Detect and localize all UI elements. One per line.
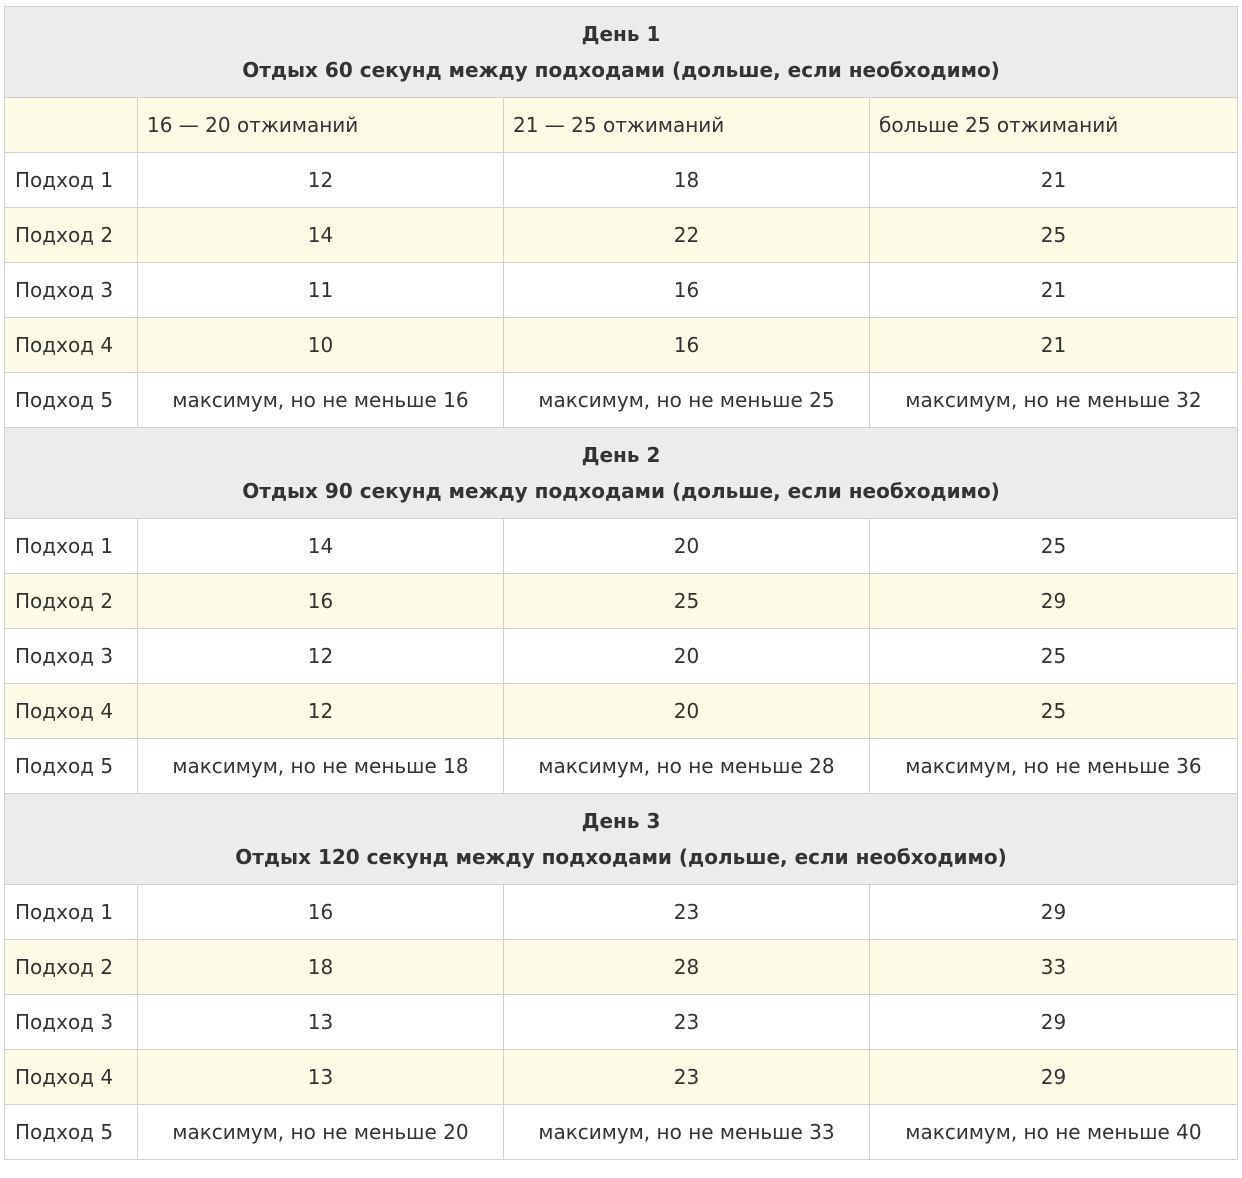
rep-cell: максимум, но не меньше 20 <box>137 1104 504 1160</box>
set-row: Подход 3 13 23 29 <box>4 994 1239 1050</box>
rep-cell: 28 <box>503 939 870 995</box>
set-row: Подход 5 максимум, но не меньше 18 максиму… <box>4 738 1239 794</box>
set-label: Подход 4 <box>4 1049 138 1105</box>
set-label: Подход 5 <box>4 738 138 794</box>
set-row: Подход 3 12 20 25 <box>4 628 1239 684</box>
set-row: Подход 2 16 25 29 <box>4 573 1239 629</box>
table-body: День 1 Отдых 60 секунд между подходами (д… <box>3 6 1239 1160</box>
set-label: Подход 2 <box>4 207 138 263</box>
set-label: Подход 5 <box>4 372 138 428</box>
set-row: Подход 1 14 20 25 <box>4 518 1239 574</box>
day-header-row: День 1 Отдых 60 секунд между подходами (д… <box>3 6 1239 98</box>
rep-cell: 25 <box>868 683 1239 739</box>
day-header: День 3 Отдых 120 секунд между подходами (… <box>3 793 1239 885</box>
rep-cell: максимум, но не меньше 28 <box>503 738 870 794</box>
day-header-row: День 3 Отдых 120 секунд между подходами (… <box>3 793 1239 885</box>
rep-cell: 29 <box>868 884 1239 940</box>
rep-cell: 14 <box>137 207 504 263</box>
set-label: Подход 3 <box>4 262 138 318</box>
rep-cell: 29 <box>868 1049 1239 1105</box>
day-header-row: День 2 Отдых 90 секунд между подходами (д… <box>3 427 1239 519</box>
empty-cell <box>4 97 138 153</box>
rep-cell: 25 <box>868 518 1239 574</box>
rep-cell: максимум, но не меньше 18 <box>137 738 504 794</box>
rep-cell: максимум, но не меньше 40 <box>868 1104 1239 1160</box>
column-header: 21 — 25 отжиманий <box>503 97 870 153</box>
set-row: Подход 1 12 18 21 <box>4 152 1239 208</box>
rep-cell: 10 <box>137 317 504 373</box>
set-row: Подход 3 11 16 21 <box>4 262 1239 318</box>
day-subtitle: Отдых 60 секунд между подходами (дольше,… <box>242 58 1000 82</box>
rep-cell: максимум, но не меньше 36 <box>868 738 1239 794</box>
set-label: Подход 2 <box>4 573 138 629</box>
rep-cell: 18 <box>503 152 870 208</box>
rep-cell: 14 <box>137 518 504 574</box>
rep-cell: 13 <box>137 1049 504 1105</box>
set-label: Подход 1 <box>4 152 138 208</box>
set-row: Подход 5 максимум, но не меньше 16 максиму… <box>4 372 1239 428</box>
rep-cell: 25 <box>868 207 1239 263</box>
rep-cell: 23 <box>503 994 870 1050</box>
set-label: Подход 2 <box>4 939 138 995</box>
rep-cell: максимум, но не меньше 33 <box>503 1104 870 1160</box>
rep-cell: 12 <box>137 152 504 208</box>
day-title: День 2 <box>581 443 661 467</box>
set-row: Подход 4 13 23 29 <box>4 1049 1239 1105</box>
day-header: День 2 Отдых 90 секунд между подходами (д… <box>3 427 1239 519</box>
rep-cell: 12 <box>137 628 504 684</box>
column-header: больше 25 отжиманий <box>868 97 1239 153</box>
column-header: 16 — 20 отжиманий <box>137 97 504 153</box>
rep-cell: 16 <box>137 573 504 629</box>
rep-cell: 16 <box>503 262 870 318</box>
set-label: Подход 1 <box>4 518 138 574</box>
set-row: Подход 1 16 23 29 <box>4 884 1239 940</box>
rep-cell: 21 <box>868 262 1239 318</box>
rep-cell: 18 <box>137 939 504 995</box>
rep-cell: 23 <box>503 1049 870 1105</box>
rep-cell: 21 <box>868 152 1239 208</box>
rep-cell: 21 <box>868 317 1239 373</box>
set-row: Подход 2 14 22 25 <box>4 207 1239 263</box>
workout-table: День 1 Отдых 60 секунд между подходами (д… <box>3 6 1239 1160</box>
set-label: Подход 5 <box>4 1104 138 1160</box>
set-row: Подход 2 18 28 33 <box>4 939 1239 995</box>
day-subtitle: Отдых 90 секунд между подходами (дольше,… <box>242 479 1000 503</box>
column-header-row: 16 — 20 отжиманий 21 — 25 отжиманий больше… <box>4 97 1239 153</box>
set-label: Подход 4 <box>4 683 138 739</box>
rep-cell: 20 <box>503 628 870 684</box>
rep-cell: 33 <box>868 939 1239 995</box>
day-header: День 1 Отдых 60 секунд между подходами (д… <box>3 6 1239 98</box>
rep-cell: максимум, но не меньше 32 <box>868 372 1239 428</box>
rep-cell: 13 <box>137 994 504 1050</box>
set-label: Подход 4 <box>4 317 138 373</box>
rep-cell: 12 <box>137 683 504 739</box>
rep-cell: 25 <box>868 628 1239 684</box>
rep-cell: 22 <box>503 207 870 263</box>
day-title: День 1 <box>581 22 661 46</box>
rep-cell: 29 <box>868 994 1239 1050</box>
set-label: Подход 3 <box>4 994 138 1050</box>
rep-cell: 20 <box>503 683 870 739</box>
rep-cell: максимум, но не меньше 25 <box>503 372 870 428</box>
set-row: Подход 4 10 16 21 <box>4 317 1239 373</box>
rep-cell: 16 <box>137 884 504 940</box>
set-row: Подход 4 12 20 25 <box>4 683 1239 739</box>
set-label: Подход 3 <box>4 628 138 684</box>
rep-cell: 23 <box>503 884 870 940</box>
set-row: Подход 5 максимум, но не меньше 20 максиму… <box>4 1104 1239 1160</box>
day-title: День 3 <box>581 809 661 833</box>
rep-cell: 29 <box>868 573 1239 629</box>
rep-cell: 20 <box>503 518 870 574</box>
day-subtitle: Отдых 120 секунд между подходами (дольше… <box>235 845 1007 869</box>
rep-cell: 11 <box>137 262 504 318</box>
rep-cell: 25 <box>503 573 870 629</box>
rep-cell: максимум, но не меньше 16 <box>137 372 504 428</box>
rep-cell: 16 <box>503 317 870 373</box>
set-label: Подход 1 <box>4 884 138 940</box>
